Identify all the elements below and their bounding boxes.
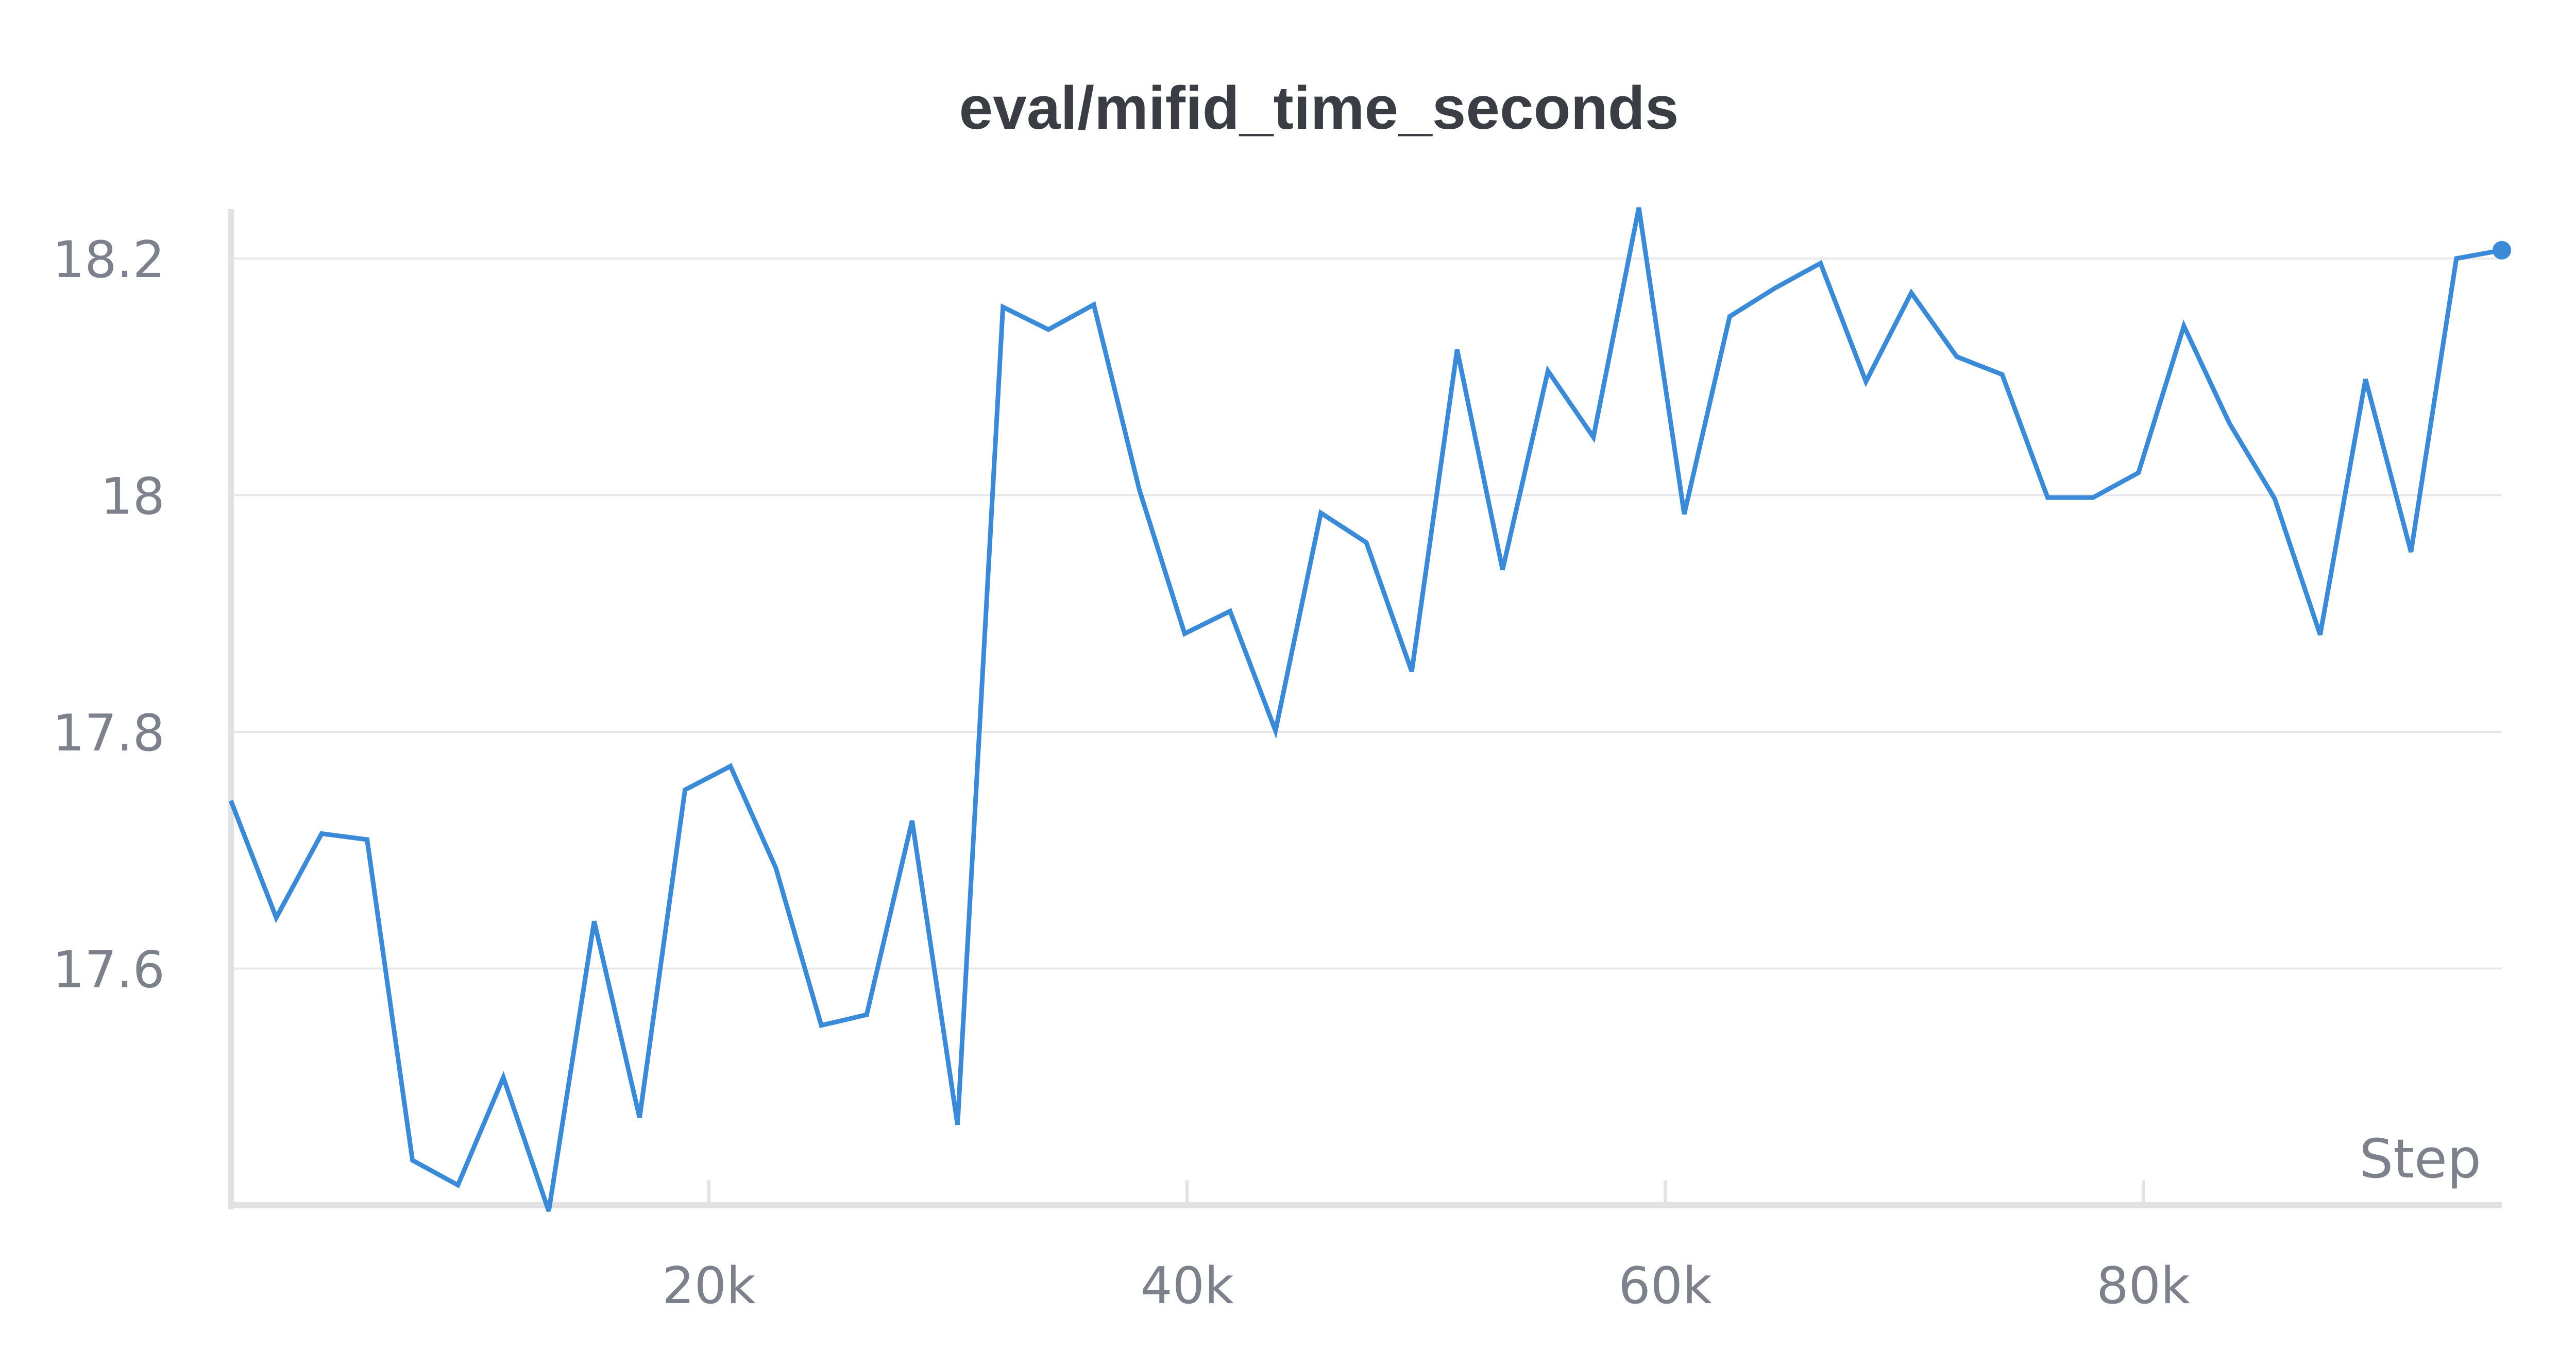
series-layer [228,207,2511,1212]
x-tick-label: 40k [1140,1257,1234,1315]
x-tick-label: 20k [662,1257,756,1315]
chart-title: eval/mifid_time_seconds [959,74,1679,142]
y-tick-label: 18 [100,467,165,526]
axis-layer: 17.6 17.8 18 18.2 20k 40k 60k 80k [53,209,2502,1315]
grid-layer [231,257,2502,970]
x-tick-label: 60k [1618,1257,1712,1315]
y-tick-label: 17.6 [53,940,165,999]
y-tick-label: 17.8 [53,704,165,763]
y-tick-label: 18.2 [53,231,165,289]
x-tick-label: 80k [2096,1257,2190,1315]
series-end-point [2493,241,2511,260]
x-axis-label: Step [2359,1127,2481,1190]
series-line [228,207,2502,1212]
